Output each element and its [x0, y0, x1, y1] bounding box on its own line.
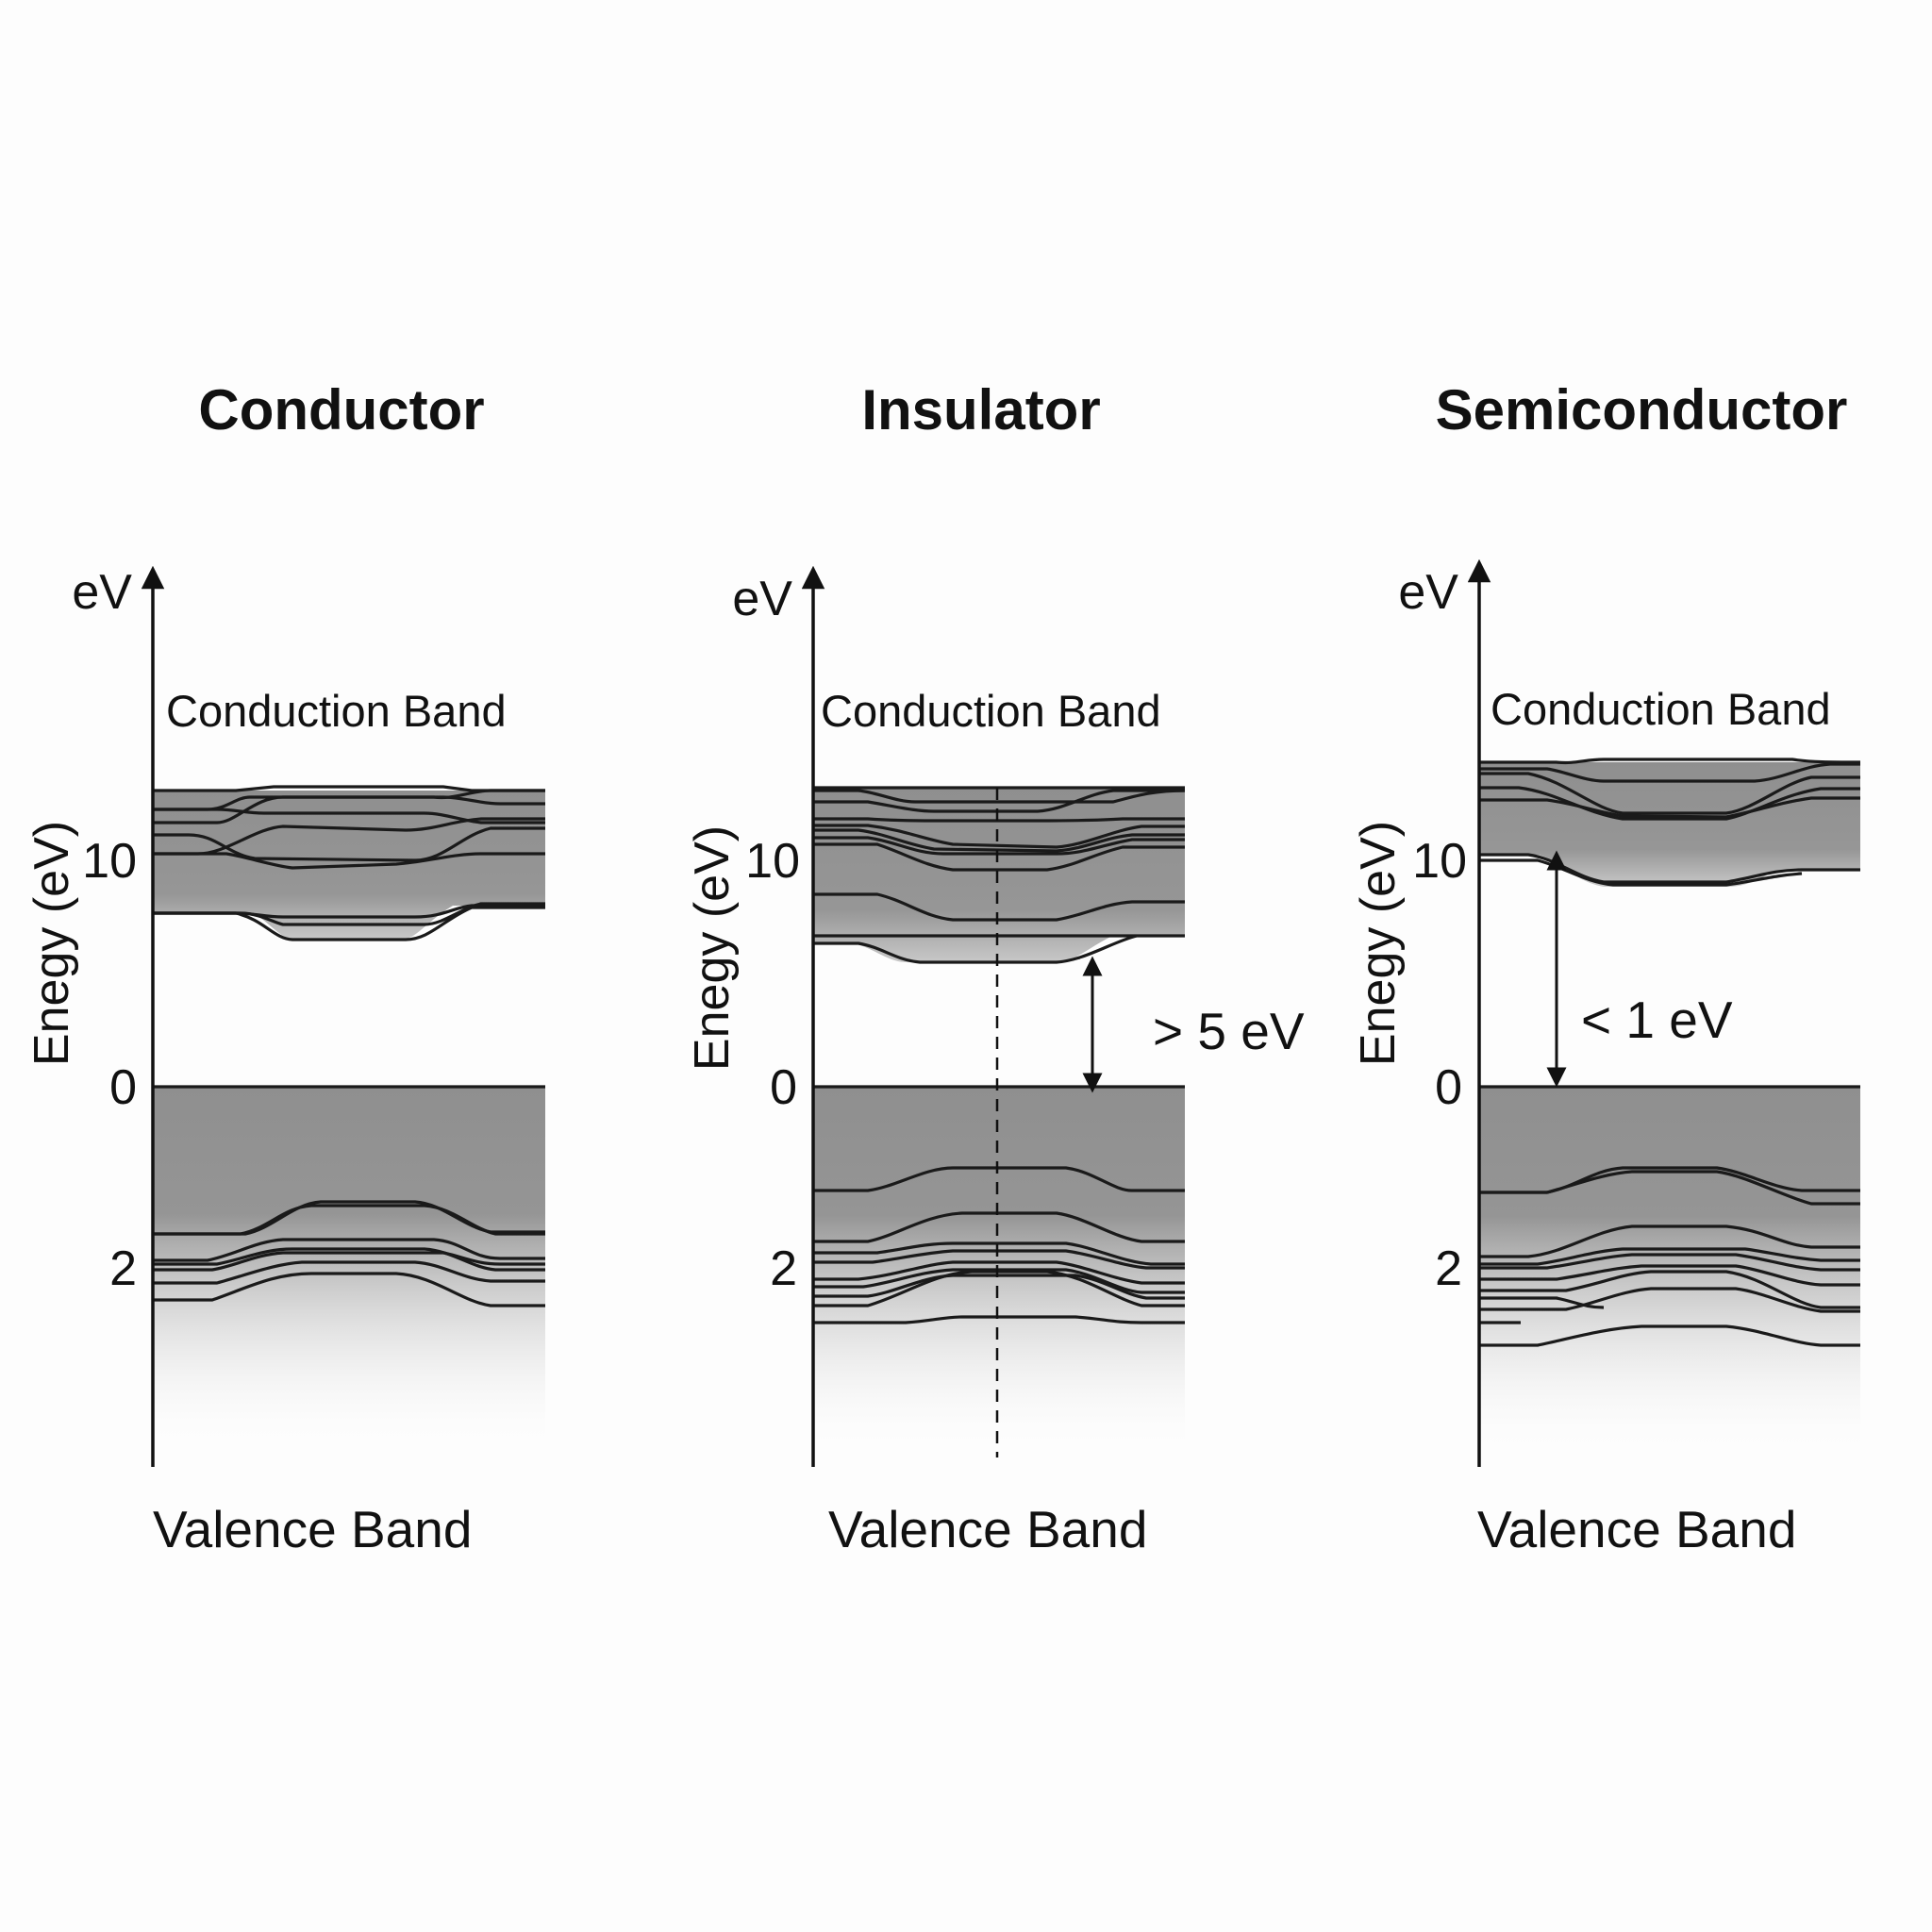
band-gap-label: > 5 eV: [1153, 1002, 1305, 1060]
axis-unit-label: eV: [732, 572, 792, 626]
tick-label-10: 10: [1412, 834, 1467, 889]
axis-unit-label: eV: [72, 565, 132, 620]
y-axis-label: Enegy (eV): [685, 825, 740, 1071]
panel-insulator: Insulator: [685, 378, 1305, 1558]
conduction-band-label: Conduction Band: [166, 686, 507, 736]
valence-band-label: Valence Band: [153, 1500, 472, 1558]
conduction-band-label: Conduction Band: [1491, 684, 1831, 734]
panel-title: Insulator: [861, 378, 1100, 441]
tick-label-0: 0: [1435, 1060, 1462, 1115]
panel-semiconductor: Semiconductor eV 10: [1351, 378, 1861, 1558]
tick-label-0: 0: [770, 1060, 797, 1115]
conduction-band-lines: [153, 785, 545, 941]
valence-band-lines: [813, 1085, 1185, 1324]
y-axis-label: Enegy (eV): [25, 821, 79, 1066]
panel-conductor: Conductor eV: [25, 378, 545, 1558]
tick-label-2: 2: [109, 1241, 137, 1296]
valence-band-lines: [153, 1085, 545, 1307]
axis-unit-label: eV: [1398, 565, 1458, 620]
valence-band-lines: [1479, 1085, 1860, 1347]
conduction-band-lines: [813, 786, 1186, 964]
conduction-band-region: [813, 788, 1185, 962]
conduction-band-label: Conduction Band: [821, 686, 1161, 736]
valence-band-label: Valence Band: [828, 1500, 1147, 1558]
tick-label-10: 10: [82, 834, 137, 889]
tick-label-2: 2: [770, 1241, 797, 1296]
panel-title: Semiconductor: [1436, 378, 1848, 441]
tick-label-10: 10: [745, 834, 800, 889]
band-gap-label: < 1 eV: [1581, 991, 1733, 1049]
tick-label-0: 0: [109, 1060, 137, 1115]
y-axis-label: Enegy (eV): [1351, 821, 1406, 1066]
panel-title: Conductor: [198, 378, 484, 441]
tick-label-2: 2: [1435, 1241, 1462, 1296]
valence-band-label: Valence Band: [1477, 1500, 1796, 1558]
